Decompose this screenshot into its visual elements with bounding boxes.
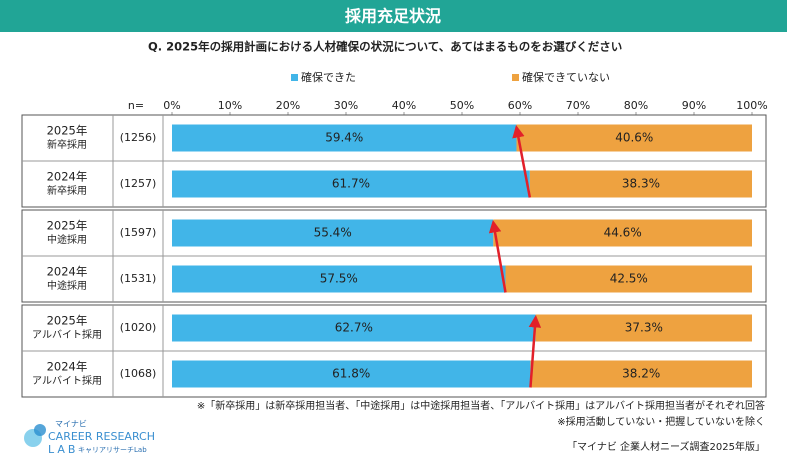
category-label: アルバイト採用: [32, 328, 102, 341]
bar-segment: [505, 265, 752, 293]
change-arrow: [528, 315, 542, 388]
note: ※採用活動していない・把握していないを除く: [557, 415, 765, 428]
bar-segment: [529, 170, 752, 198]
logo-sub: キャリアリサーチLab: [78, 446, 147, 454]
category-label: 2024年: [47, 360, 88, 374]
value-label: 40.6%: [615, 131, 653, 145]
category-label: アルバイト採用: [32, 374, 102, 387]
logo-mark: [34, 424, 46, 436]
chart-subtitle: Q. 2025年の採用計画における人材確保の状況について、あてはまるものをお選び…: [148, 40, 622, 54]
bar-segment: [172, 124, 517, 152]
n-label: (1531): [120, 272, 157, 285]
note: ※「新卒採用」は新卒採用担当者、「中途採用」は中途採用担当者、「アルバイト採用」…: [197, 399, 765, 412]
title-bar: [0, 0, 787, 32]
n-label: (1020): [120, 321, 157, 334]
legend-swatch: [512, 74, 519, 81]
value-label: 42.5%: [610, 272, 648, 286]
bar-segment: [172, 265, 506, 293]
x-tick-label: 10%: [218, 99, 242, 112]
value-label: 57.5%: [320, 272, 358, 286]
x-tick-label: 30%: [334, 99, 358, 112]
bar-segment: [172, 219, 494, 247]
x-tick-label: 60%: [508, 99, 532, 112]
legend-label: 確保できていない: [522, 70, 610, 84]
category-label: 中途採用: [47, 279, 87, 292]
bar-segment: [516, 124, 752, 152]
value-label: 61.7%: [332, 177, 370, 191]
change-arrow: [512, 125, 532, 198]
bar-segment: [172, 314, 536, 342]
n-label: (1068): [120, 367, 157, 380]
category-label: 中途採用: [47, 233, 87, 246]
bar-segment: [535, 314, 752, 342]
category-label: 2025年: [47, 124, 88, 138]
value-label: 55.4%: [314, 226, 352, 240]
x-tick-label: 20%: [276, 99, 300, 112]
n-label: (1257): [120, 177, 157, 190]
legend-label: 確保できた: [301, 70, 356, 84]
legend-swatch: [291, 74, 298, 81]
value-label: 62.7%: [335, 321, 373, 335]
value-label: 38.2%: [622, 367, 660, 381]
chart-title: 採用充足状況: [345, 7, 441, 26]
bar-segment: [530, 360, 752, 388]
value-label: 44.6%: [604, 226, 642, 240]
bar-segment: [172, 170, 530, 198]
logo-name: CAREER RESEARCH: [48, 430, 155, 443]
x-tick-label: 90%: [682, 99, 706, 112]
x-tick-label: 50%: [450, 99, 474, 112]
logo-brand: マイナビ: [55, 420, 87, 429]
value-label: 38.3%: [622, 177, 660, 191]
n-label: (1597): [120, 226, 157, 239]
n-header: n=: [128, 99, 144, 112]
category-label: 2024年: [47, 170, 88, 184]
bar-segment: [493, 219, 752, 247]
bar-segment: [172, 360, 531, 388]
category-label: 2024年: [47, 265, 88, 279]
category-label: 2025年: [47, 314, 88, 328]
x-tick-label: 100%: [736, 99, 767, 112]
x-tick-label: 70%: [566, 99, 590, 112]
value-label: 61.8%: [332, 367, 370, 381]
value-label: 37.3%: [625, 321, 663, 335]
source: 「マイナビ 企業人材ニーズ調査2025年版」: [567, 440, 765, 453]
category-label: 新卒採用: [47, 138, 87, 151]
category-label: 2025年: [47, 219, 88, 233]
n-label: (1256): [120, 131, 157, 144]
x-tick-label: 0%: [163, 99, 180, 112]
category-label: 新卒採用: [47, 184, 87, 197]
change-arrow: [488, 220, 507, 293]
x-tick-label: 40%: [392, 99, 416, 112]
logo-lab: LAB: [48, 443, 78, 456]
x-tick-label: 80%: [624, 99, 648, 112]
value-label: 59.4%: [325, 131, 363, 145]
logo: マイナビ CAREER RESEARCH LAB キャリアリサーチLab: [24, 420, 155, 456]
